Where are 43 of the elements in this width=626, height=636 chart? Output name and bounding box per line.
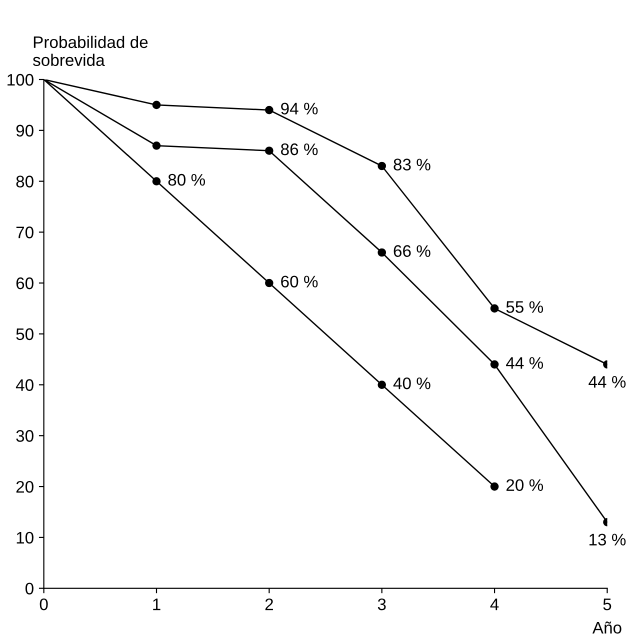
data-label: 94 % <box>281 102 318 114</box>
y-tick-label: 30 <box>16 430 34 442</box>
point <box>265 106 274 114</box>
x-tick-label: 5 <box>603 598 612 610</box>
x-tick-label: 1 <box>153 598 160 610</box>
point <box>378 380 386 389</box>
point <box>490 304 499 313</box>
point <box>265 278 274 288</box>
data-label: 86 % <box>281 143 318 156</box>
y-tick-label: 90 <box>16 124 34 137</box>
y-tick-label: 0 <box>25 582 34 595</box>
y-tick-label: 20 <box>16 480 34 493</box>
x-tick-label: 4 <box>490 598 499 610</box>
point <box>490 482 499 491</box>
data-label: 66 % <box>394 245 430 257</box>
data-label: 80 % <box>168 174 206 186</box>
point <box>378 162 386 170</box>
data-label: 60 % <box>281 276 318 288</box>
y-tick-label: 80 <box>16 176 34 188</box>
data-label: 13 % <box>589 534 626 546</box>
x-axis-title: Año <box>592 621 622 634</box>
point <box>152 100 161 110</box>
data-label: 83 % <box>394 158 430 170</box>
point <box>265 146 274 155</box>
point <box>378 248 386 257</box>
point <box>152 177 161 186</box>
y-tick-label: 60 <box>16 277 34 290</box>
y-tick-label: 50 <box>16 328 34 340</box>
data-label: 40 % <box>393 377 430 390</box>
x-tick-label: 0 <box>40 598 48 610</box>
x-tick-label: 2 <box>265 598 273 610</box>
y-tick-label: 70 <box>16 226 34 238</box>
data-label: 55 % <box>506 301 544 313</box>
point <box>490 360 499 369</box>
point <box>152 141 161 150</box>
y-tick-label: 40 <box>16 379 34 391</box>
data-label: 20 % <box>506 479 544 492</box>
x-tick-label: 3 <box>378 598 386 610</box>
y-tick-label: 10 <box>16 532 34 544</box>
y-axis-title: Probabilidad de sobrevida <box>33 36 148 66</box>
data-label: 44 % <box>588 376 626 388</box>
y-tick-label: 100 <box>8 74 34 86</box>
data-label: 44 % <box>506 357 544 369</box>
